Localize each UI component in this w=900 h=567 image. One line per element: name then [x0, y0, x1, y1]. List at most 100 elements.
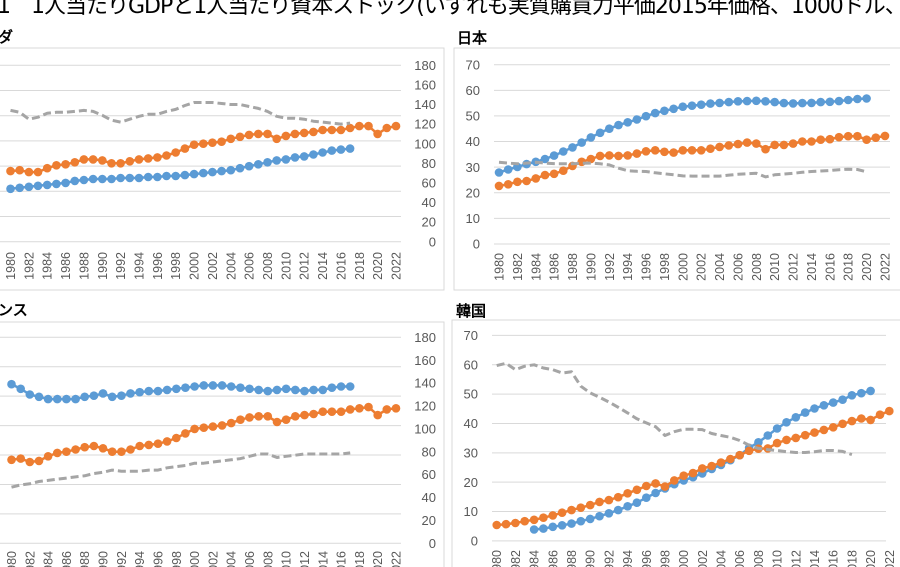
series-line-orange	[498, 134, 886, 188]
data-point-blue	[539, 524, 548, 533]
x-tick-label: 1982	[509, 550, 523, 567]
data-point-orange	[511, 518, 520, 528]
data-point-orange	[825, 134, 835, 144]
x-tick-label: 2016	[334, 252, 348, 280]
data-point-orange	[670, 476, 679, 485]
data-point-orange	[613, 492, 623, 502]
chart-frame	[453, 47, 900, 291]
x-tick-label: 2020	[864, 550, 878, 567]
data-point-blue	[245, 384, 254, 394]
chart-title-france: ンス	[0, 301, 28, 319]
data-point-blue	[834, 96, 844, 106]
data-point-blue	[650, 108, 660, 118]
x-tick-label: 1998	[659, 550, 673, 567]
x-tick-label: 1980	[490, 550, 504, 567]
data-point-blue	[199, 168, 208, 178]
data-point-blue	[577, 138, 586, 147]
data-point-orange	[614, 151, 623, 161]
data-point-orange	[134, 155, 144, 164]
data-point-orange	[88, 155, 98, 164]
data-point-orange	[853, 131, 862, 141]
data-point-orange	[281, 131, 291, 141]
x-tick-label: 1996	[640, 550, 654, 567]
data-point-orange	[235, 132, 245, 142]
series-line-gray	[11, 451, 351, 489]
y-tick-label: 40	[422, 195, 436, 210]
y-tick-label: 0	[471, 534, 478, 549]
chart-frame	[0, 321, 445, 567]
x-tick-label: 1990	[97, 551, 111, 567]
data-point-blue	[25, 390, 35, 399]
data-point-orange	[735, 450, 744, 460]
data-point-orange	[79, 155, 89, 164]
data-point-blue	[71, 394, 80, 404]
data-point-orange	[263, 129, 272, 139]
data-point-blue	[613, 505, 623, 515]
chart-france: ンス 0 20 40 60 80 100 120 140 160 180 1980 1982 1984 1…	[0, 301, 445, 567]
data-point-orange	[34, 456, 44, 466]
x-tick-label: 1984	[529, 253, 543, 281]
data-point-orange	[880, 131, 890, 141]
data-point-blue	[706, 99, 715, 108]
data-point-orange	[318, 125, 327, 135]
x-tick-label: 2010	[279, 252, 293, 280]
data-point-orange	[290, 129, 300, 139]
data-point-blue	[595, 128, 605, 138]
data-point-blue	[318, 385, 328, 395]
x-tick-label: 2022	[879, 253, 893, 281]
y-tick-label: 160	[414, 78, 436, 93]
data-point-blue	[125, 173, 135, 183]
x-tick-label: 2012	[298, 252, 312, 280]
y-tick-label: 180	[414, 330, 436, 345]
data-point-orange	[98, 444, 108, 453]
data-point-orange	[585, 500, 595, 510]
x-tick-label: 2014	[316, 551, 330, 567]
data-point-blue	[272, 156, 282, 165]
data-point-orange	[189, 140, 199, 149]
data-point-orange	[857, 414, 866, 423]
y-tick-label: 0	[429, 536, 436, 551]
data-point-blue	[838, 395, 847, 405]
x-tick-label: 1986	[548, 253, 562, 281]
data-point-blue	[632, 498, 642, 508]
data-point-orange	[244, 130, 254, 140]
data-point-blue	[52, 179, 61, 189]
data-point-orange	[318, 407, 328, 417]
x-tick-label: 2016	[823, 253, 837, 281]
data-point-orange	[355, 121, 364, 131]
data-point-orange	[107, 159, 116, 168]
data-point-orange	[180, 144, 190, 153]
data-point-blue	[733, 97, 743, 106]
data-point-orange	[272, 417, 282, 427]
x-tick-label: 1994	[133, 252, 147, 280]
data-point-orange	[866, 415, 875, 425]
chart-title-korea: 韓国	[456, 302, 486, 320]
data-point-blue	[327, 383, 337, 393]
data-point-blue	[208, 167, 217, 177]
y-tick-label: 40	[466, 134, 480, 149]
chart-frame	[451, 319, 900, 567]
data-point-orange	[772, 438, 782, 448]
data-point-orange	[669, 148, 678, 157]
x-tick-label: 2002	[206, 252, 220, 280]
data-point-orange	[782, 435, 791, 445]
data-point-blue	[857, 388, 866, 398]
data-point-blue	[235, 163, 245, 173]
data-point-blue	[327, 146, 337, 155]
y-tick-label: 60	[422, 467, 436, 482]
data-point-orange	[779, 140, 789, 150]
x-tick-label: 2008	[752, 550, 766, 567]
y-tick-label: 0	[473, 237, 480, 252]
y-tick-label: 20	[422, 513, 436, 528]
x-tick-label: 1980	[493, 253, 507, 281]
data-point-blue	[614, 120, 623, 130]
x-tick-label: 2006	[243, 551, 257, 567]
data-point-orange	[309, 127, 318, 137]
x-tick-label: 1982	[511, 253, 525, 281]
x-tick-label: 2006	[733, 550, 747, 567]
data-point-orange	[567, 505, 576, 515]
y-tick-label: 20	[422, 215, 436, 230]
data-point-blue	[62, 394, 71, 404]
data-point-blue	[724, 97, 734, 107]
